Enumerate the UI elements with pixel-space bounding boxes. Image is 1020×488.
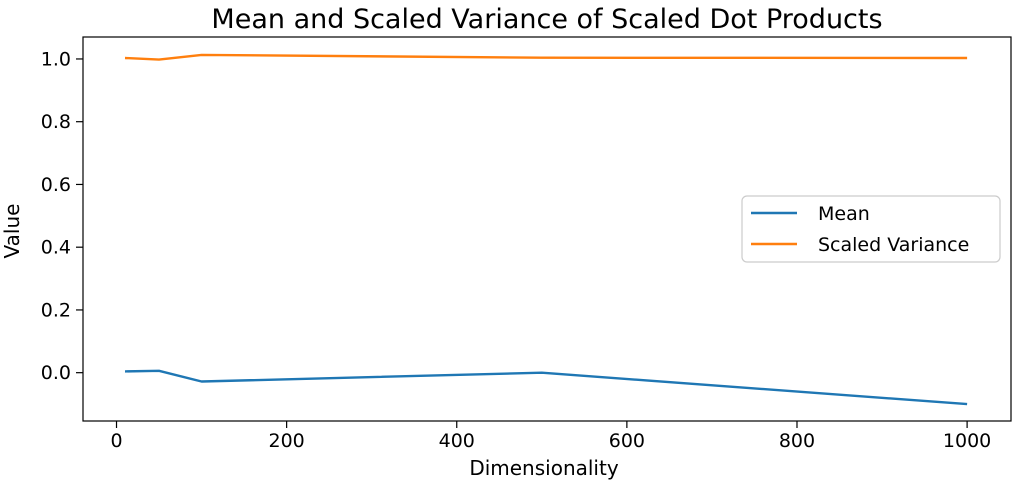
series-line-scaled-variance xyxy=(124,53,968,61)
x-tick-label: 400 xyxy=(439,430,475,452)
x-tick-label: 800 xyxy=(779,430,815,452)
y-tick-label: 1.0 xyxy=(41,48,71,70)
series-line-mean xyxy=(124,369,968,406)
y-tick-label: 0.4 xyxy=(41,237,71,259)
x-axis-label: Dimensionality xyxy=(469,456,619,480)
legend-scaled-variance-label: Scaled Variance xyxy=(818,234,969,256)
legend-mean-label: Mean xyxy=(818,203,870,225)
y-axis-label: Value xyxy=(0,204,24,259)
chart-title: Mean and Scaled Variance of Scaled Dot P… xyxy=(211,4,882,35)
y-axis-ticks: 0.0 0.2 0.4 0.6 0.8 1.0 xyxy=(41,48,83,384)
y-tick-label: 0.2 xyxy=(41,299,71,321)
x-tick-label: 0 xyxy=(110,430,122,452)
y-tick-label: 0.8 xyxy=(41,111,71,133)
axes-border xyxy=(82,36,1012,422)
x-tick-label: 1000 xyxy=(943,430,991,452)
x-tick-label: 200 xyxy=(268,430,304,452)
x-tick-label: 600 xyxy=(609,430,645,452)
y-tick-label: 0.6 xyxy=(41,174,71,196)
x-axis-ticks: 0 200 400 600 800 1000 xyxy=(110,421,991,452)
y-tick-label: 0.0 xyxy=(41,362,71,384)
series-lines xyxy=(124,53,968,406)
legend: Mean Scaled Variance xyxy=(741,195,1001,263)
legend-box xyxy=(741,195,1001,263)
